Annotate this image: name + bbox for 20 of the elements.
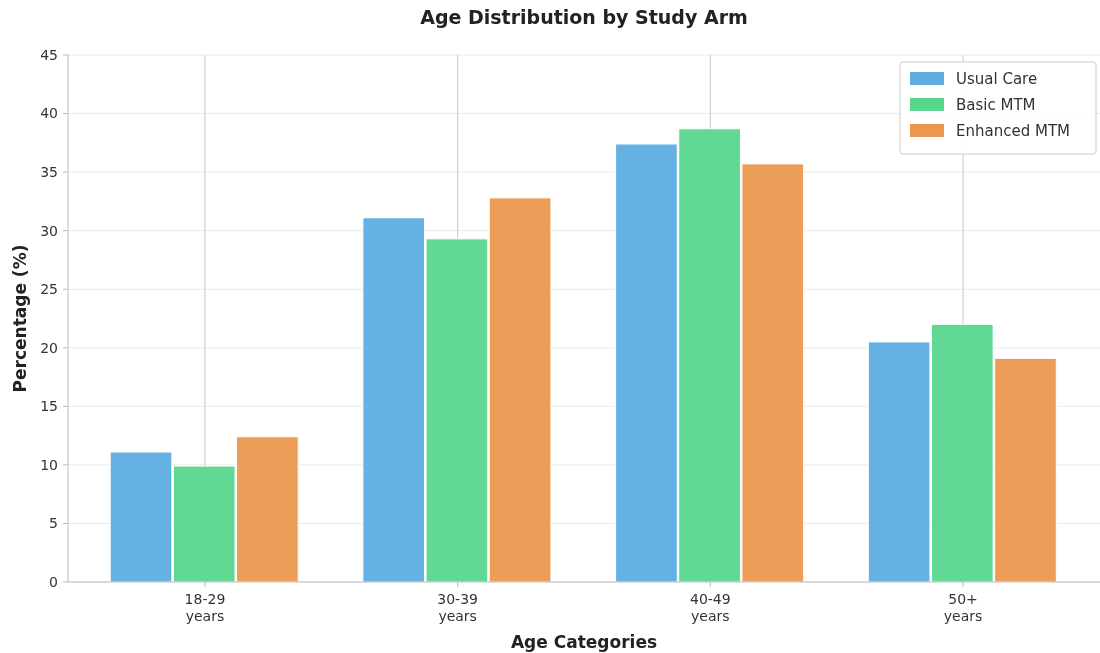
legend-label: Basic MTM: [956, 96, 1036, 115]
y-tick-label: 10: [40, 456, 58, 473]
x-tick-label: 30-39 years: [437, 591, 478, 624]
y-tick-label: 40: [40, 105, 58, 122]
x-tick-label: 50+ years: [943, 591, 983, 624]
y-tick-label: 35: [40, 164, 58, 181]
y-tick-label: 45: [40, 46, 58, 63]
y-tick-label: 15: [40, 398, 58, 415]
x-axis-title: Age Categories: [510, 632, 658, 652]
x-tick-label: 40-49 years: [690, 591, 731, 624]
y-tick-label: 0: [49, 573, 58, 590]
y-tick-label: 5: [49, 515, 58, 532]
x-tick-label: 18-29 years: [184, 591, 226, 624]
y-tick-label: 25: [40, 281, 58, 298]
legend-label: Enhanced MTM: [956, 122, 1071, 141]
y-tick-label: 30: [40, 222, 58, 239]
legend-label: Usual Care: [956, 70, 1038, 89]
chart-title: Age Distribution by Study Arm: [420, 6, 748, 28]
y-tick-label: 20: [40, 339, 58, 356]
y-axis-title: Percentage (%): [10, 244, 30, 393]
